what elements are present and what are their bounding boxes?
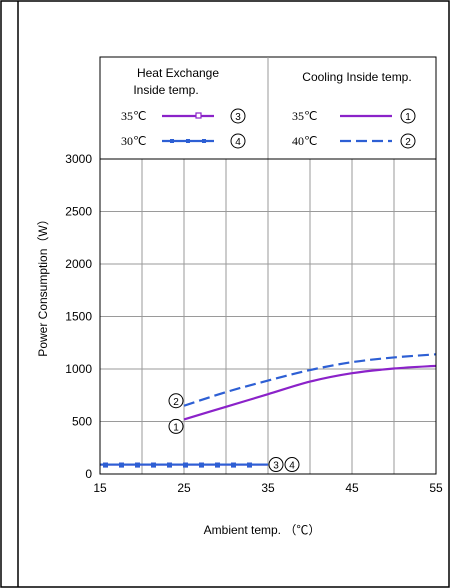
series-4-marker	[231, 462, 236, 468]
legend-entry-3-temp: 35℃	[121, 109, 146, 123]
legend-entry-2-circle	[400, 133, 416, 149]
x-tick-label: 55	[429, 481, 443, 495]
grid	[100, 159, 436, 474]
callout-1-circle	[168, 418, 184, 434]
y-tick-label: 0	[85, 467, 92, 481]
legend-entry-1-circle	[400, 108, 416, 124]
series-4-marker	[119, 462, 124, 468]
series-1-line	[183, 364, 437, 421]
legend-entry-2-number: 2	[405, 137, 411, 148]
series-4-marker	[167, 462, 172, 468]
y-tick-label: 1000	[65, 362, 92, 376]
y-tick-label: 1500	[65, 310, 92, 324]
legend-entry-3-number: 3	[235, 112, 241, 123]
x-axis-title: Ambient temp. （℃）	[204, 523, 321, 537]
legend-entry-4-square-b	[186, 139, 190, 143]
series-4-marker	[103, 462, 108, 468]
series-4-marker	[135, 462, 140, 468]
legend-entry-1-temp: 35℃	[292, 109, 317, 123]
series-4-marker	[215, 462, 220, 468]
x-tick-label: 45	[345, 481, 359, 495]
series-4-marker	[199, 462, 204, 468]
callout-1-label: 1	[173, 422, 179, 433]
legend-entry-4-temp: 30℃	[121, 134, 146, 148]
series-2-line	[183, 353, 437, 407]
legend-entry-4-number: 4	[235, 137, 241, 148]
y-tick-label: 2000	[65, 257, 92, 271]
callout-4-label: 4	[289, 461, 295, 472]
series-4-marker	[247, 462, 252, 468]
x-tick-label: 25	[177, 481, 191, 495]
legend-entry-4-square-c	[202, 139, 206, 143]
legend-entry-3-circle	[230, 108, 246, 124]
callout-2-label: 2	[173, 397, 179, 408]
tick-labels: 0 500 1000 1500 2000 2500 3000 15 25 35 45 55	[65, 152, 443, 495]
series-lines	[100, 353, 437, 468]
callout-3-circle	[268, 457, 284, 473]
y-axis-title: Power Consumption（W）	[36, 213, 50, 356]
callout-3-label: 3	[273, 461, 279, 472]
callout-4-circle	[284, 457, 300, 473]
legend-entry-4-square-a	[170, 139, 174, 143]
legend-left-header-line1: Heat Exchange	[137, 66, 219, 80]
legend-entry-3-square-icon	[195, 112, 202, 119]
legend-entry-1-number: 1	[405, 112, 411, 123]
series-4-marker	[183, 462, 188, 468]
legend-right-header: Cooling Inside temp.	[302, 70, 411, 84]
y-tick-label: 500	[72, 415, 92, 429]
legend-entry-2-temp: 40℃	[292, 134, 317, 148]
series-4-marker	[151, 462, 156, 468]
y-tick-label: 2500	[65, 205, 92, 219]
y-tick-label: 3000	[65, 152, 92, 166]
legend-left-header-line2: Inside temp.	[133, 83, 198, 97]
series-callouts: 1 2 3 4	[168, 393, 300, 473]
x-tick-label: 35	[261, 481, 275, 495]
legend-entry-4-circle	[230, 133, 246, 149]
x-tick-label: 15	[93, 481, 107, 495]
plot-border	[99, 158, 437, 475]
callout-2-circle	[168, 393, 184, 409]
